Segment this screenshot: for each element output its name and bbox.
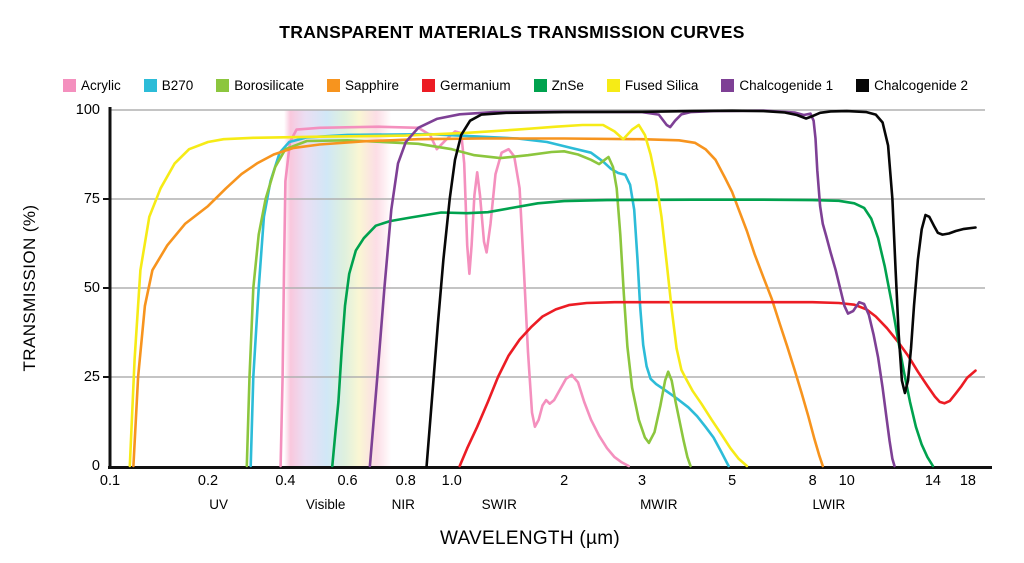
legend-swatch [856, 79, 870, 92]
legend-label: Fused Silica [624, 78, 699, 93]
x-tick-label-0.4: 0.4 [275, 473, 296, 489]
legend-item-acrylic: Acrylic [63, 78, 121, 93]
x-tick-label-5: 5 [728, 473, 737, 489]
legend-swatch [327, 79, 341, 92]
legend-item-chalcogenide-2: Chalcogenide 2 [856, 78, 968, 93]
y-tick-label-25: 25 [83, 369, 100, 385]
band-label-nir: NIR [391, 497, 415, 512]
legend-item-borosilicate: Borosilicate [216, 78, 304, 93]
x-axis-title: WAVELENGTH (µm) [439, 528, 621, 549]
legend-swatch [533, 79, 547, 92]
curve-chalcogenide-1 [368, 109, 896, 468]
curve-borosilicate [245, 139, 692, 468]
y-tick-label-75: 75 [83, 191, 100, 207]
legend-item-germanium: Germanium [422, 78, 511, 93]
y-axis-title: TRANSMISSION (%) [20, 204, 39, 372]
legend-label: ZnSe [551, 78, 584, 93]
x-tick-label-0.1: 0.1 [99, 473, 121, 489]
band-label-visible: Visible [305, 497, 346, 512]
legend-item-chalcogenide-1: Chalcogenide 1 [721, 78, 833, 93]
legend-label: Chalcogenide 1 [739, 78, 834, 93]
legend-item-znse: ZnSe [533, 78, 584, 93]
curve-chalcogenide-2 [425, 109, 977, 468]
legend-item-fused-silica: Fused Silica [606, 78, 699, 93]
x-tick-label-2: 2 [560, 473, 569, 489]
x-tick-label-14: 14 [924, 473, 941, 489]
x-tick-label-0.8: 0.8 [395, 473, 416, 489]
curve-fused-silica [128, 123, 749, 468]
x-tick-label-1.0: 1.0 [441, 473, 462, 489]
band-label-lwir: LWIR [812, 497, 846, 512]
legend-label: Borosilicate [234, 78, 305, 93]
legend-swatch [216, 79, 230, 92]
legend-label: Acrylic [81, 78, 121, 93]
y-tick-label-50: 50 [83, 280, 100, 296]
y-tick-label-100: 100 [75, 102, 100, 118]
band-label-mwir: MWIR [640, 497, 678, 512]
band-label-uv: UV [209, 497, 229, 512]
legend-swatch [721, 79, 735, 92]
legend-label: Chalcogenide 2 [874, 78, 968, 93]
x-tick-label-18: 18 [959, 473, 976, 489]
legend-swatch [143, 79, 157, 92]
x-tick-label-3: 3 [637, 473, 647, 489]
legend-item-sapphire: Sapphire [327, 78, 399, 93]
x-tick-label-10: 10 [838, 473, 855, 489]
legend-label: Sapphire [345, 78, 400, 93]
chart-legend: Acrylic B270 Borosilicate Sapphire Germanium… [63, 78, 968, 93]
legend-item-b270: B270 [143, 78, 194, 93]
curve-germanium [458, 300, 977, 468]
legend-label: Germanium [440, 78, 511, 93]
curve-b270 [249, 132, 730, 468]
y-tick-label-0: 0 [91, 458, 100, 474]
curve-znse [331, 198, 935, 468]
chart-title: TRANSPARENT MATERIALS TRANSMISSION CURVE… [279, 22, 745, 42]
legend-swatch [606, 79, 620, 92]
curve-sapphire [132, 137, 825, 468]
band-label-swir: SWIR [481, 497, 517, 512]
legend-label: B270 [161, 78, 194, 93]
legend-swatch [422, 79, 436, 92]
x-tick-label-0.2: 0.2 [197, 473, 219, 489]
x-tick-label-0.6: 0.6 [337, 473, 358, 489]
legend-swatch [63, 79, 76, 92]
x-tick-label-8: 8 [808, 473, 817, 489]
